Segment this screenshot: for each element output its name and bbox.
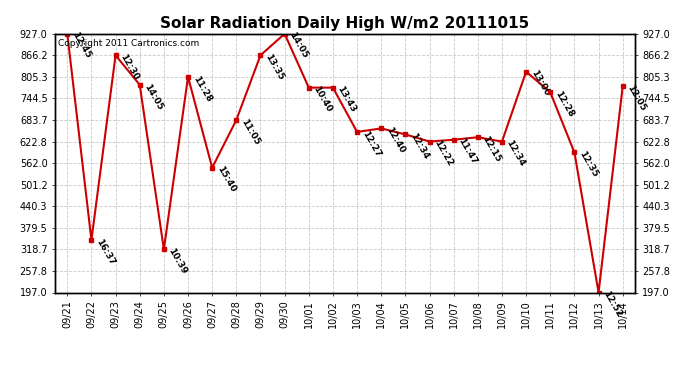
Text: 11:05: 11:05 bbox=[239, 117, 261, 146]
Text: 12:15: 12:15 bbox=[481, 135, 503, 164]
Text: 12:30: 12:30 bbox=[119, 53, 140, 82]
Text: 12:52: 12:52 bbox=[602, 290, 624, 319]
Text: 12:34: 12:34 bbox=[408, 132, 431, 161]
Text: Copyright 2011 Cartronics.com: Copyright 2011 Cartronics.com bbox=[58, 39, 199, 48]
Text: 12:28: 12:28 bbox=[553, 90, 575, 119]
Text: 10:40: 10:40 bbox=[312, 85, 333, 114]
Text: 13:00: 13:00 bbox=[529, 69, 551, 98]
Text: 16:37: 16:37 bbox=[95, 237, 117, 267]
Text: 14:05: 14:05 bbox=[288, 31, 310, 60]
Text: 12:45: 12:45 bbox=[70, 31, 92, 60]
Text: 13:43: 13:43 bbox=[336, 85, 358, 114]
Text: 15:40: 15:40 bbox=[215, 165, 237, 194]
Text: 12:35: 12:35 bbox=[578, 150, 600, 179]
Text: 12:27: 12:27 bbox=[360, 129, 382, 159]
Text: 11:28: 11:28 bbox=[191, 74, 213, 104]
Title: Solar Radiation Daily High W/m2 20111015: Solar Radiation Daily High W/m2 20111015 bbox=[160, 16, 530, 31]
Text: 12:40: 12:40 bbox=[384, 126, 406, 155]
Text: 12:34: 12:34 bbox=[505, 139, 527, 168]
Text: 13:35: 13:35 bbox=[264, 53, 286, 82]
Text: 12:05: 12:05 bbox=[626, 83, 647, 112]
Text: 11:47: 11:47 bbox=[457, 137, 479, 166]
Text: 12:22: 12:22 bbox=[433, 139, 455, 168]
Text: 14:05: 14:05 bbox=[143, 82, 165, 111]
Text: 10:39: 10:39 bbox=[167, 247, 189, 276]
